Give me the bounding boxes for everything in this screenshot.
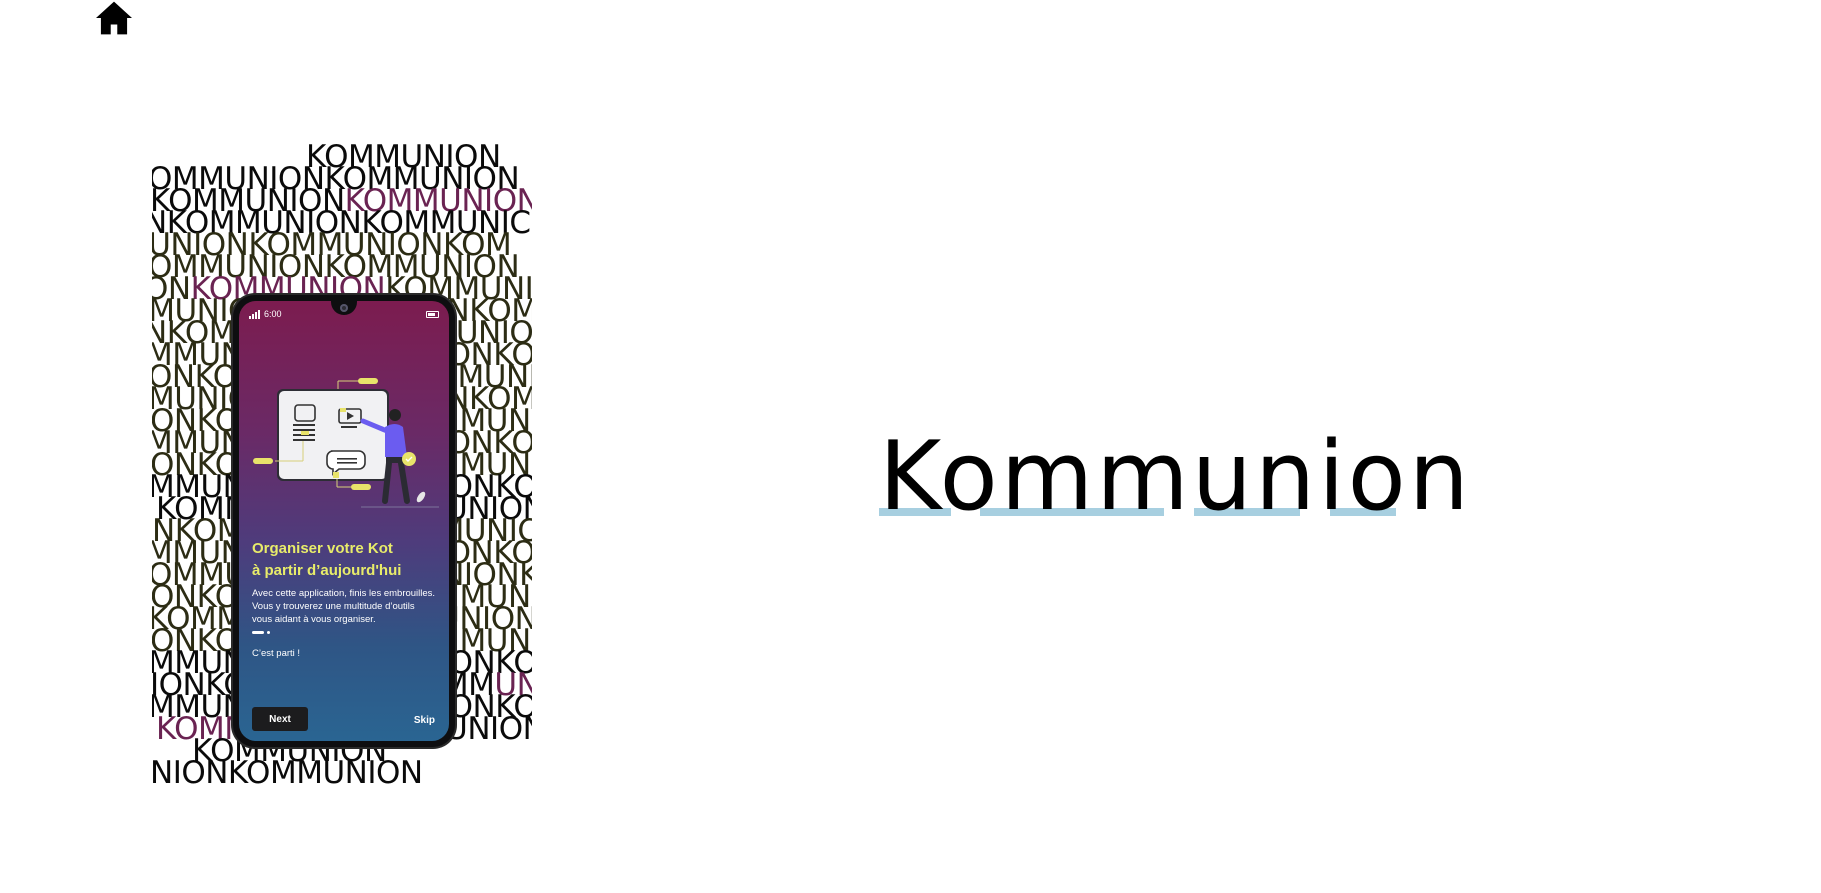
phone-screen: 6:00 xyxy=(239,301,449,741)
brand-title: Kommunion xyxy=(879,422,1472,532)
brand-underline xyxy=(1194,508,1300,516)
poster-line: NKOMMUNIONKOMMUNIC xyxy=(152,205,531,241)
poster-line: KOMMUNIONKOMMUNION xyxy=(152,183,532,219)
poster-line: OMMUNIONKOMMUNION xyxy=(152,161,520,197)
cta-text: C’est parti ! xyxy=(252,648,301,659)
poster-line: KOMMUNION xyxy=(306,144,501,175)
next-button[interactable]: Next xyxy=(252,707,308,731)
page-dot xyxy=(267,631,270,634)
page-dot-active xyxy=(252,631,264,634)
page-indicator xyxy=(252,631,270,634)
home-icon[interactable] xyxy=(94,0,134,36)
battery-icon xyxy=(426,310,439,318)
status-time: 6:00 xyxy=(264,309,282,319)
brand-underline xyxy=(879,508,951,516)
poster-line: NIONKOMMUNION xyxy=(152,755,423,791)
camera-notch xyxy=(331,301,357,315)
onboarding-illustration xyxy=(253,378,439,508)
skip-button[interactable]: Skip xyxy=(413,715,435,726)
onboarding-title: Organiser votre Kot à partir d’aujourd'h… xyxy=(252,540,402,579)
phone-mockup: 6:00 xyxy=(233,295,455,747)
onboarding-description: Avec cette application, finis les embrou… xyxy=(252,588,436,625)
signal-icon xyxy=(249,309,260,319)
brand-underline xyxy=(980,508,1164,516)
poster-line: MUNIONKOMMUNIONKOM xyxy=(152,227,512,263)
poster-line: OMMUNIONKOMMUNION xyxy=(152,249,520,285)
brand-underline xyxy=(1330,508,1396,516)
status-bar: 6:00 xyxy=(249,308,439,320)
